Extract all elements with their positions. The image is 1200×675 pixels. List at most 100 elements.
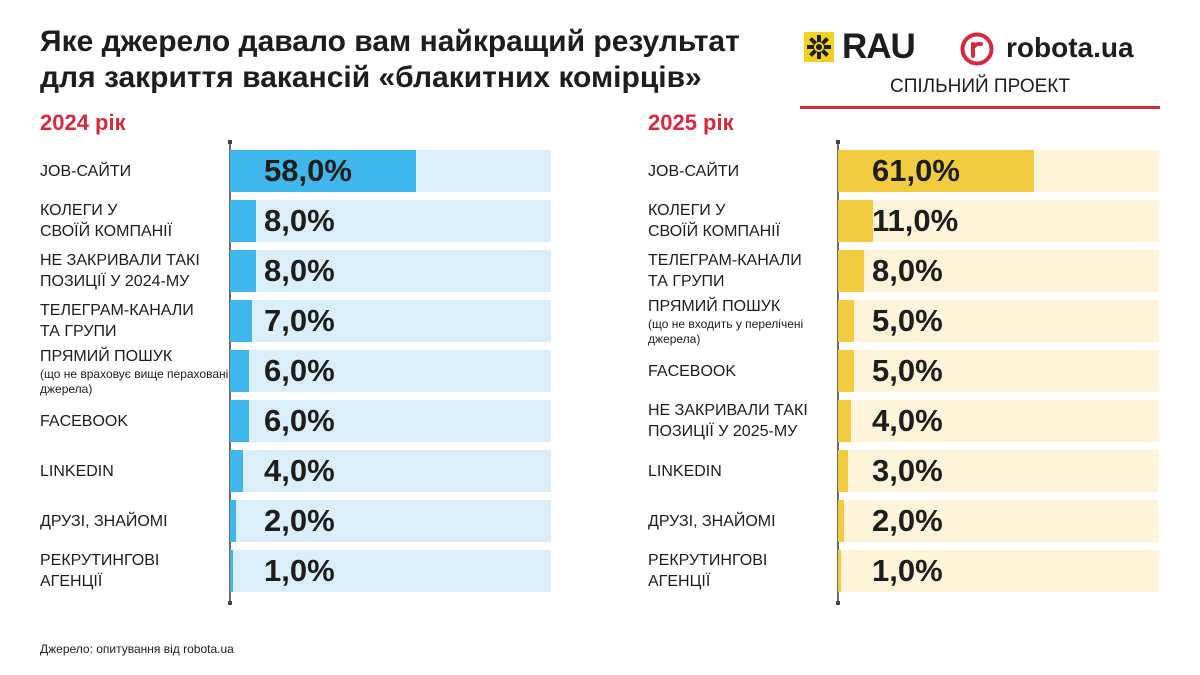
category-label-text: НЕ ЗАКРИВАЛИ ТАКІ ПОЗИЦІЇ У 2025-МУ bbox=[648, 402, 808, 440]
data-label: 5,0% bbox=[872, 353, 943, 388]
bar-row: НЕ ЗАКРИВАЛИ ТАКІ ПОЗИЦІЇ У 2025-МУ 4,0% bbox=[648, 400, 1168, 442]
bar-row: ДРУЗІ, ЗНАЙОМІ 2,0% bbox=[40, 500, 560, 542]
bar-track: 7,0% bbox=[230, 300, 551, 342]
data-label: 8,0% bbox=[872, 253, 943, 288]
category-label: ПРЯМИЙ ПОШУК (що не входить у перелічені … bbox=[648, 298, 838, 346]
partner-logos: RAU robota.ua СПІЛЬНИЙ ПРОЕКТ bbox=[800, 24, 1160, 114]
bar bbox=[838, 400, 851, 442]
rau-star-icon bbox=[804, 32, 834, 62]
category-label-text: КОЛЕГИ У СВОЇЙ КОМПАНІЇ bbox=[40, 202, 173, 240]
bar-track: 8,0% bbox=[230, 200, 551, 242]
category-label: РЕКРУТИНГОВІ АГЕНЦІЇ bbox=[648, 550, 838, 592]
data-label: 61,0% bbox=[872, 153, 960, 188]
category-label: ПРЯМИЙ ПОШУК (що не враховує вище перахов… bbox=[40, 348, 230, 396]
bar bbox=[838, 550, 842, 592]
chart-2024: JOB-САЙТИ 58,0% КОЛЕГИ У СВОЇЙ КОМПАНІЇ 8,0%… bbox=[40, 140, 560, 605]
bar bbox=[230, 250, 256, 292]
data-label: 7,0% bbox=[264, 303, 335, 338]
category-label: FACEBOOK bbox=[648, 350, 838, 392]
category-label-text: LINKEDIN bbox=[40, 462, 114, 480]
bar-row: КОЛЕГИ У СВОЇЙ КОМПАНІЇ 8,0% bbox=[40, 200, 560, 242]
category-label-text: ДРУЗІ, ЗНАЙОМІ bbox=[648, 512, 776, 530]
chart-2025: JOB-САЙТИ 61,0% КОЛЕГИ У СВОЇЙ КОМПАНІЇ 11,0… bbox=[648, 140, 1168, 605]
data-label: 6,0% bbox=[264, 353, 335, 388]
year-2025-heading: 2025 рік bbox=[648, 110, 734, 135]
category-label: ТЕЛЕГРАМ-КАНАЛИ ТА ГРУПИ bbox=[40, 300, 230, 342]
bar bbox=[838, 450, 848, 492]
category-label-text: FACEBOOK bbox=[40, 412, 129, 430]
bar-row: FACEBOOK 5,0% bbox=[648, 350, 1168, 392]
bar bbox=[838, 500, 845, 542]
category-label: JOB-САЙТИ bbox=[40, 150, 230, 192]
bar-track: 5,0% bbox=[838, 350, 1159, 392]
bar-track: 61,0% bbox=[838, 150, 1159, 192]
category-label-text: НЕ ЗАКРИВАЛИ ТАКІ ПОЗИЦІЇ У 2024-МУ bbox=[40, 252, 200, 290]
category-label-text: РЕКРУТИНГОВІ АГЕНЦІЇ bbox=[648, 552, 768, 590]
category-label: FACEBOOK bbox=[40, 400, 230, 442]
bar-track: 4,0% bbox=[838, 400, 1159, 442]
category-label: КОЛЕГИ У СВОЇЙ КОМПАНІЇ bbox=[648, 200, 838, 242]
category-label: РЕКРУТИНГОВІ АГЕНЦІЇ bbox=[40, 550, 230, 592]
data-label: 4,0% bbox=[264, 453, 335, 488]
data-label: 8,0% bbox=[264, 203, 335, 238]
category-label-text: ДРУЗІ, ЗНАЙОМІ bbox=[40, 512, 168, 530]
data-label: 11,0% bbox=[872, 203, 959, 238]
bar-track: 8,0% bbox=[230, 250, 551, 292]
category-label-text: LINKEDIN bbox=[648, 462, 722, 480]
bar bbox=[230, 150, 417, 192]
category-label: LINKEDIN bbox=[40, 450, 230, 492]
bar-track: 58,0% bbox=[230, 150, 551, 192]
category-sublabel: (що не входить у перелічені джерела) bbox=[648, 316, 804, 346]
title-line-1: Яке джерело давало вам найкращий результ… bbox=[40, 25, 740, 58]
bar-track: 8,0% bbox=[838, 250, 1159, 292]
category-label-text: FACEBOOK bbox=[648, 362, 737, 380]
data-label: 58,0% bbox=[264, 153, 352, 188]
category-label-text: ТЕЛЕГРАМ-КАНАЛИ ТА ГРУПИ bbox=[40, 302, 194, 340]
data-label: 2,0% bbox=[872, 503, 943, 538]
bar bbox=[230, 350, 250, 392]
bar-track: 3,0% bbox=[838, 450, 1159, 492]
data-label: 8,0% bbox=[264, 253, 335, 288]
joint-project-label: СПІЛЬНИЙ ПРОЕКТ bbox=[890, 76, 1070, 97]
bar-row: ТЕЛЕГРАМ-КАНАЛИ ТА ГРУПИ 8,0% bbox=[648, 250, 1168, 292]
bar-row: РЕКРУТИНГОВІ АГЕНЦІЇ 1,0% bbox=[40, 550, 560, 592]
bar-track: 1,0% bbox=[838, 550, 1159, 592]
data-label: 4,0% bbox=[872, 403, 943, 438]
bar-row: JOB-САЙТИ 61,0% bbox=[648, 150, 1168, 192]
category-label: ДРУЗІ, ЗНАЙОМІ bbox=[648, 500, 838, 542]
chart-title: Яке джерело давало вам найкращий результ… bbox=[40, 24, 780, 96]
divider bbox=[800, 106, 1160, 109]
bar-track: 4,0% bbox=[230, 450, 551, 492]
bar-track: 6,0% bbox=[230, 400, 551, 442]
bar-track: 5,0% bbox=[838, 300, 1159, 342]
category-label: НЕ ЗАКРИВАЛИ ТАКІ ПОЗИЦІЇ У 2025-МУ bbox=[648, 400, 838, 442]
data-label: 5,0% bbox=[872, 303, 943, 338]
category-label-text: ПРЯМИЙ ПОШУК bbox=[648, 297, 781, 315]
bar bbox=[230, 450, 243, 492]
robota-logo: robota.ua bbox=[1006, 32, 1134, 63]
bar bbox=[230, 200, 256, 242]
bar-track: 2,0% bbox=[230, 500, 551, 542]
category-label: LINKEDIN bbox=[648, 450, 838, 492]
title-line-2: для закриття вакансій «блакитних комірці… bbox=[40, 61, 702, 94]
category-label: ДРУЗІ, ЗНАЙОМІ bbox=[40, 500, 230, 542]
category-label-text: JOB-САЙТИ bbox=[40, 162, 132, 180]
bar-row: ПРЯМИЙ ПОШУК (що не входить у перелічені … bbox=[648, 298, 1168, 346]
year-2024-heading: 2024 рік bbox=[40, 110, 126, 135]
source-note: Джерело: опитування від robota.ua bbox=[40, 642, 234, 656]
data-label: 2,0% bbox=[264, 503, 335, 538]
data-label: 1,0% bbox=[872, 553, 943, 588]
bar bbox=[230, 400, 250, 442]
category-label-text: ТЕЛЕГРАМ-КАНАЛИ ТА ГРУПИ bbox=[648, 252, 802, 290]
category-label: ТЕЛЕГРАМ-КАНАЛИ ТА ГРУПИ bbox=[648, 250, 838, 292]
bar bbox=[838, 150, 1034, 192]
bar-row: JOB-САЙТИ 58,0% bbox=[40, 150, 560, 192]
rau-logo: RAU bbox=[842, 27, 916, 66]
bar-row: LINKEDIN 3,0% bbox=[648, 450, 1168, 492]
data-label: 3,0% bbox=[872, 453, 943, 488]
bar bbox=[230, 550, 234, 592]
data-label: 6,0% bbox=[264, 403, 335, 438]
bar bbox=[838, 250, 864, 292]
bar bbox=[838, 300, 855, 342]
bar-track: 11,0% bbox=[838, 200, 1159, 242]
